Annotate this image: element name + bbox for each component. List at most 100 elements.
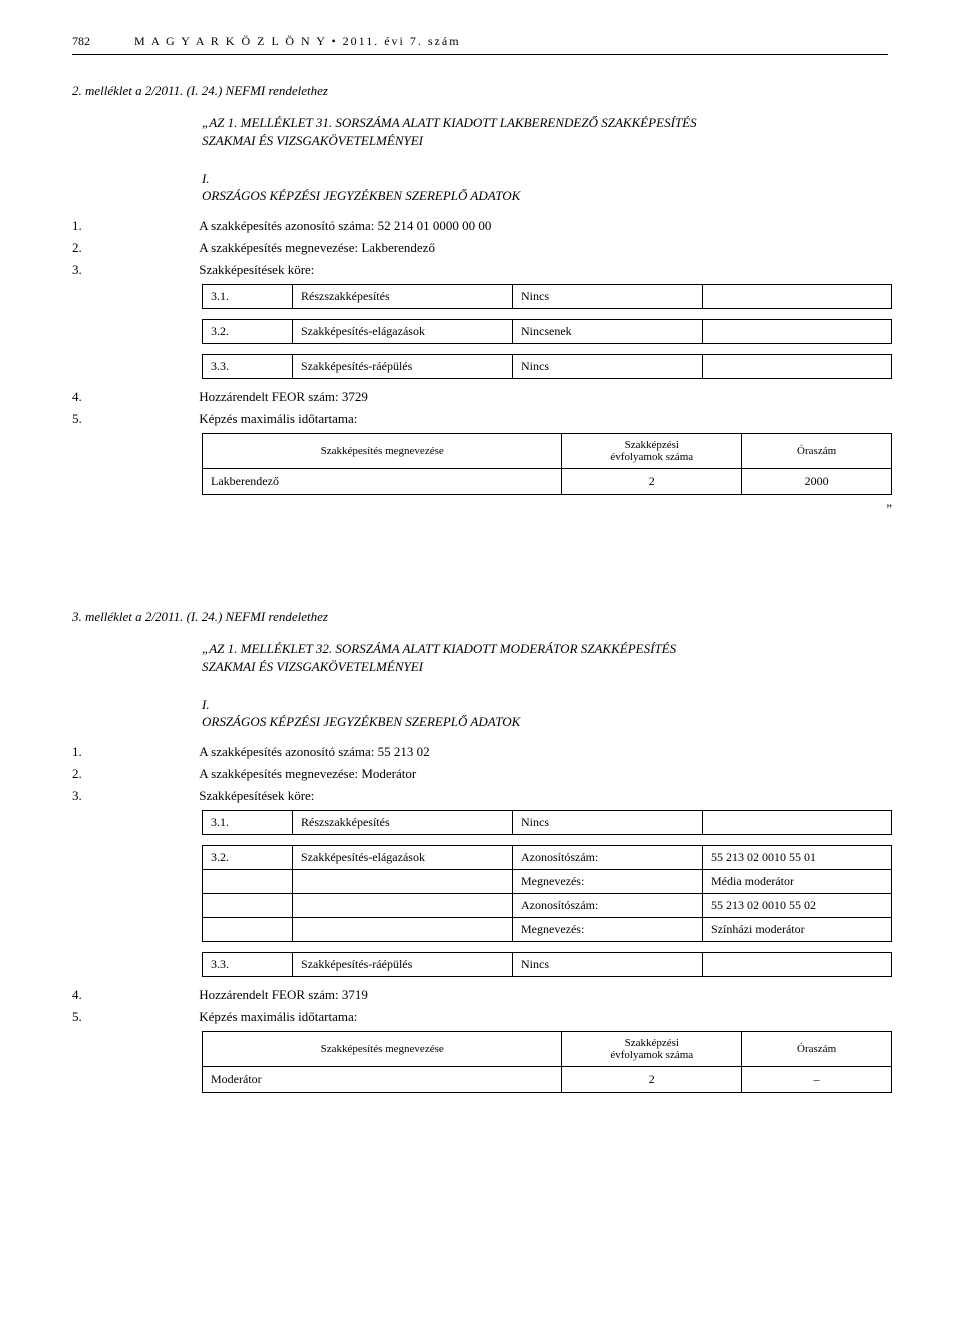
table-3-32: 3.2. Szakképesítés-elágazások Azonosítós… bbox=[202, 845, 892, 942]
page-header: 782 M A G Y A R K Ö Z L Ö N Y • 2011. év… bbox=[72, 32, 888, 55]
cell-c2: Részszakképesítés bbox=[293, 811, 513, 835]
table-row: 3.2. Szakképesítés-elágazások Azonosítós… bbox=[203, 846, 892, 870]
block-title-3-line1: „AZ 1. MELLÉKLET 32. SORSZÁMA ALATT KIAD… bbox=[202, 641, 888, 657]
cell-no bbox=[203, 894, 293, 918]
table-3-31: 3.1. Részszakképesítés Nincs bbox=[202, 810, 892, 835]
result-header-hours: Óraszám bbox=[742, 434, 892, 469]
cell-c4 bbox=[703, 355, 892, 379]
block-title-2-line2: SZAKMAI ÉS VIZSGAKÖVETELMÉNYEI bbox=[202, 133, 888, 149]
cell-no: 3.2. bbox=[203, 846, 293, 870]
cell-c2 bbox=[293, 870, 513, 894]
result-header-hours: Óraszám bbox=[742, 1032, 892, 1067]
journal-name: M A G Y A R K Ö Z L Ö N Y • 2011. évi 7.… bbox=[134, 34, 461, 48]
cell-c4: 55 213 02 0010 55 02 bbox=[703, 894, 892, 918]
table-row: 3.1. Részszakképesítés Nincs bbox=[203, 285, 892, 309]
item-3-2: 2. A szakképesítés megnevezése: Moderáto… bbox=[72, 766, 888, 782]
item-3-3: 3. Szakképesítések köre: bbox=[72, 788, 888, 804]
item-text: A szakképesítés azonosító száma: 55 213 … bbox=[199, 744, 429, 760]
end-quote-2: ” bbox=[72, 501, 892, 517]
result-cell-name: Moderátor bbox=[203, 1067, 562, 1093]
item-2-5: 5. Képzés maximális időtartama: bbox=[72, 411, 888, 427]
item-2-1: 1. A szakképesítés azonosító száma: 52 2… bbox=[72, 218, 888, 234]
cell-c2: Részszakképesítés bbox=[293, 285, 513, 309]
cell-c2: Szakképesítés-ráépülés bbox=[293, 355, 513, 379]
cell-c4: 55 213 02 0010 55 01 bbox=[703, 846, 892, 870]
result-header-years: Szakképzésiévfolyamok száma bbox=[562, 434, 742, 469]
table-row: 3.3. Szakképesítés-ráépülés Nincs bbox=[203, 953, 892, 977]
cell-no: 3.3. bbox=[203, 355, 293, 379]
item-2-3: 3. Szakképesítések köre: bbox=[72, 262, 888, 278]
table-row: Megnevezés: Média moderátor bbox=[203, 870, 892, 894]
result-cell-years: 2 bbox=[562, 469, 742, 495]
item-text: Képzés maximális időtartama: bbox=[199, 411, 357, 427]
cell-c2: Szakképesítés-elágazások bbox=[293, 320, 513, 344]
result-cell-years: 2 bbox=[562, 1067, 742, 1093]
cell-c2 bbox=[293, 918, 513, 942]
table-2-31: 3.1. Részszakképesítés Nincs bbox=[202, 284, 892, 309]
cell-c4 bbox=[703, 953, 892, 977]
attachment-title-3: 3. melléklet a 2/2011. (I. 24.) NEFMI re… bbox=[72, 609, 888, 625]
cell-c4 bbox=[703, 285, 892, 309]
result-table-3: Szakképesítés megnevezése Szakképzésiévf… bbox=[202, 1031, 892, 1093]
item-text: A szakképesítés megnevezése: Lakberendez… bbox=[199, 240, 435, 256]
item-text: Szakképesítések köre: bbox=[199, 262, 314, 278]
cell-c4 bbox=[703, 811, 892, 835]
cell-c3: Nincs bbox=[513, 811, 703, 835]
cell-c3: Azonosítószám: bbox=[513, 894, 703, 918]
item-3-4: 4. Hozzárendelt FEOR szám: 3719 bbox=[72, 987, 888, 1003]
cell-c3: Azonosítószám: bbox=[513, 846, 703, 870]
cell-c3: Megnevezés: bbox=[513, 870, 703, 894]
roman-2: I. bbox=[202, 171, 888, 187]
cell-c3: Megnevezés: bbox=[513, 918, 703, 942]
table-row: 3.2. Szakképesítés-elágazások Nincsenek bbox=[203, 320, 892, 344]
cell-no: 3.1. bbox=[203, 811, 293, 835]
item-number: 2. bbox=[72, 240, 196, 256]
item-number: 1. bbox=[72, 218, 196, 234]
item-number: 1. bbox=[72, 744, 196, 760]
block-title-2-line1: „AZ 1. MELLÉKLET 31. SORSZÁMA ALATT KIAD… bbox=[202, 115, 888, 131]
result-header-years: Szakképzésiévfolyamok száma bbox=[562, 1032, 742, 1067]
item-text: A szakképesítés azonosító száma: 52 214 … bbox=[199, 218, 491, 234]
item-3-5: 5. Képzés maximális időtartama: bbox=[72, 1009, 888, 1025]
cell-c2 bbox=[293, 894, 513, 918]
item-number: 4. bbox=[72, 987, 196, 1003]
cell-c3: Nincs bbox=[513, 355, 703, 379]
table-2-32: 3.2. Szakképesítés-elágazások Nincsenek bbox=[202, 319, 892, 344]
cell-no bbox=[203, 870, 293, 894]
item-number: 5. bbox=[72, 411, 196, 427]
section-heading-3: ORSZÁGOS KÉPZÉSI JEGYZÉKBEN SZEREPLŐ ADA… bbox=[202, 714, 888, 730]
section-heading-2: ORSZÁGOS KÉPZÉSI JEGYZÉKBEN SZEREPLŐ ADA… bbox=[202, 188, 888, 204]
result-table-2: Szakképesítés megnevezése Szakképzésiévf… bbox=[202, 433, 892, 495]
block-title-3-line2: SZAKMAI ÉS VIZSGAKÖVETELMÉNYEI bbox=[202, 659, 888, 675]
item-text: Hozzárendelt FEOR szám: 3719 bbox=[199, 987, 368, 1003]
cell-c2: Szakképesítés-elágazások bbox=[293, 846, 513, 870]
table-row: Lakberendező 2 2000 bbox=[203, 469, 892, 495]
cell-no: 3.1. bbox=[203, 285, 293, 309]
cell-c4: Média moderátor bbox=[703, 870, 892, 894]
table-3-33: 3.3. Szakképesítés-ráépülés Nincs bbox=[202, 952, 892, 977]
table-row: Azonosítószám: 55 213 02 0010 55 02 bbox=[203, 894, 892, 918]
item-2-2: 2. A szakképesítés megnevezése: Lakberen… bbox=[72, 240, 888, 256]
cell-c4 bbox=[703, 320, 892, 344]
cell-c4: Színházi moderátor bbox=[703, 918, 892, 942]
item-number: 2. bbox=[72, 766, 196, 782]
roman-3: I. bbox=[202, 697, 888, 713]
item-text: Hozzárendelt FEOR szám: 3729 bbox=[199, 389, 368, 405]
item-text: Képzés maximális időtartama: bbox=[199, 1009, 357, 1025]
cell-c3: Nincsenek bbox=[513, 320, 703, 344]
table-row: Megnevezés: Színházi moderátor bbox=[203, 918, 892, 942]
cell-c3: Nincs bbox=[513, 953, 703, 977]
result-header-name: Szakképesítés megnevezése bbox=[203, 1032, 562, 1067]
item-number: 3. bbox=[72, 788, 196, 804]
table-2-33: 3.3. Szakképesítés-ráépülés Nincs bbox=[202, 354, 892, 379]
item-text: A szakképesítés megnevezése: Moderátor bbox=[199, 766, 416, 782]
table-row: 3.1. Részszakképesítés Nincs bbox=[203, 811, 892, 835]
table-row: 3.3. Szakképesítés-ráépülés Nincs bbox=[203, 355, 892, 379]
item-3-1: 1. A szakképesítés azonosító száma: 55 2… bbox=[72, 744, 888, 760]
cell-no: 3.3. bbox=[203, 953, 293, 977]
item-2-4: 4. Hozzárendelt FEOR szám: 3729 bbox=[72, 389, 888, 405]
item-number: 4. bbox=[72, 389, 196, 405]
result-cell-hours: 2000 bbox=[742, 469, 892, 495]
page-number: 782 bbox=[72, 34, 90, 49]
cell-no bbox=[203, 918, 293, 942]
